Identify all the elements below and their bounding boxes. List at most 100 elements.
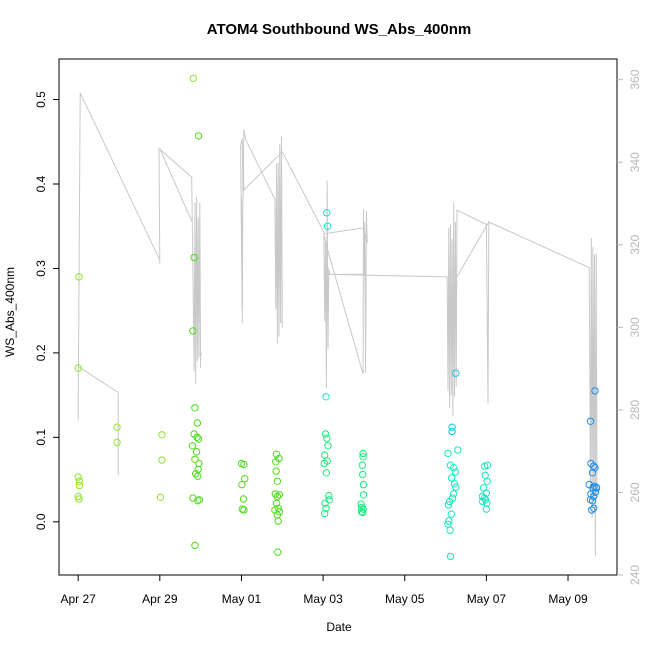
- data-point-6: [75, 495, 83, 503]
- y2-tick-label: 340: [628, 152, 642, 172]
- data-point-3: [75, 477, 84, 485]
- data-point-17: [193, 419, 202, 427]
- data-point-27: [194, 472, 202, 480]
- data-point-2: [74, 473, 82, 481]
- x-tick-label: Apr 29: [142, 592, 178, 606]
- y-tick-label: 0.0: [34, 513, 48, 530]
- line-segment-1: [79, 366, 119, 476]
- data-point-122: [592, 484, 601, 492]
- data-point-117: [588, 469, 597, 477]
- line-segment-0: [77, 92, 161, 421]
- data-point-72: [359, 470, 367, 479]
- y-tick-label: 0.2: [34, 344, 48, 361]
- data-point-128: [590, 504, 598, 512]
- data-point-80: [452, 369, 460, 377]
- data-point-112: [591, 387, 599, 395]
- data-point-113: [586, 417, 595, 425]
- data-point-87: [451, 468, 460, 476]
- data-point-84: [444, 449, 452, 458]
- data-point-88: [448, 474, 456, 482]
- data-point-15: [189, 327, 197, 335]
- data-point-58: [323, 434, 331, 442]
- line-segment-6: [241, 151, 368, 389]
- data-point-41: [272, 458, 280, 466]
- data-point-98: [446, 526, 454, 534]
- y2-tick-label: 360: [628, 69, 642, 89]
- data-point-54: [323, 209, 331, 217]
- x-tick-label: May 03: [303, 592, 343, 606]
- axes: 0.0 0.1 0.2 0.3 0.4 0.5 240 260 280 300 320 340 360 A…: [34, 58, 642, 606]
- data-point-31: [191, 541, 199, 550]
- data-point-93: [445, 497, 454, 506]
- data-point-37: [238, 505, 247, 513]
- data-point-19: [193, 433, 201, 441]
- data-point-91: [450, 490, 458, 498]
- data-point-13: [194, 132, 203, 140]
- line-segment-3: [159, 148, 193, 223]
- data-point-78: [357, 508, 366, 516]
- data-point-76: [357, 503, 366, 512]
- data-point-34: [241, 475, 249, 483]
- data-point-123: [591, 488, 600, 496]
- data-point-68: [321, 509, 329, 518]
- data-point-10: [158, 456, 166, 464]
- data-point-16: [191, 404, 199, 412]
- chart-title: ATOM4 Southbound WS_Abs_400nm: [207, 21, 471, 38]
- data-point-59: [324, 442, 332, 450]
- data-point-1: [74, 364, 82, 372]
- data-point-74: [359, 491, 368, 499]
- y2-tick-label: 240: [628, 565, 642, 585]
- line-series: [77, 92, 598, 556]
- data-point-75: [357, 500, 365, 508]
- x-tick-label: Apr 27: [61, 592, 97, 606]
- data-point-52: [274, 517, 282, 525]
- data-point-33: [240, 460, 248, 469]
- data-point-86: [450, 464, 458, 472]
- line-segment-4: [199, 352, 202, 359]
- data-point-96: [445, 517, 453, 525]
- data-point-95: [447, 510, 455, 518]
- y-tick-label: 0.4: [34, 175, 48, 192]
- data-point-90: [452, 483, 460, 491]
- data-point-46: [275, 491, 284, 499]
- data-point-22: [192, 448, 201, 456]
- y-axis-label: WS_Abs_400nm: [3, 267, 17, 357]
- data-point-129: [588, 506, 596, 514]
- y-tick-label: 0.5: [34, 91, 48, 108]
- plot-frame: [58, 58, 618, 576]
- data-point-55: [323, 222, 332, 230]
- x-tick-label: May 09: [548, 592, 588, 606]
- data-point-29: [194, 497, 202, 505]
- data-point-63: [322, 469, 331, 477]
- data-point-67: [322, 504, 330, 512]
- data-point-47: [272, 499, 281, 507]
- data-point-7: [113, 423, 121, 431]
- data-point-14: [190, 253, 198, 262]
- data-point-36: [239, 495, 248, 503]
- line-segment-7: [329, 202, 490, 417]
- x-tick-label: May 01: [222, 592, 262, 606]
- data-point-35: [238, 480, 246, 489]
- data-point-57: [321, 430, 330, 438]
- data-point-103: [483, 477, 491, 485]
- data-point-9: [158, 431, 166, 439]
- data-point-109: [479, 497, 487, 506]
- x-axis-label: Date: [326, 620, 352, 634]
- data-point-20: [194, 435, 203, 443]
- scatter-series: [74, 74, 601, 561]
- y-tick-label: 0.3: [34, 260, 48, 277]
- data-point-81: [448, 423, 456, 431]
- x-tick-label: May 07: [467, 592, 507, 606]
- x-tick-label: May 05: [385, 592, 425, 606]
- data-point-71: [358, 461, 366, 469]
- data-point-94: [444, 501, 453, 509]
- data-point-69: [359, 449, 367, 458]
- data-point-73: [359, 480, 368, 489]
- data-point-12: [189, 74, 198, 83]
- y-tick-label: 0.1: [34, 429, 48, 446]
- data-point-102: [481, 471, 489, 479]
- data-point-127: [588, 497, 597, 505]
- data-point-53: [274, 548, 282, 556]
- data-point-4: [75, 481, 84, 490]
